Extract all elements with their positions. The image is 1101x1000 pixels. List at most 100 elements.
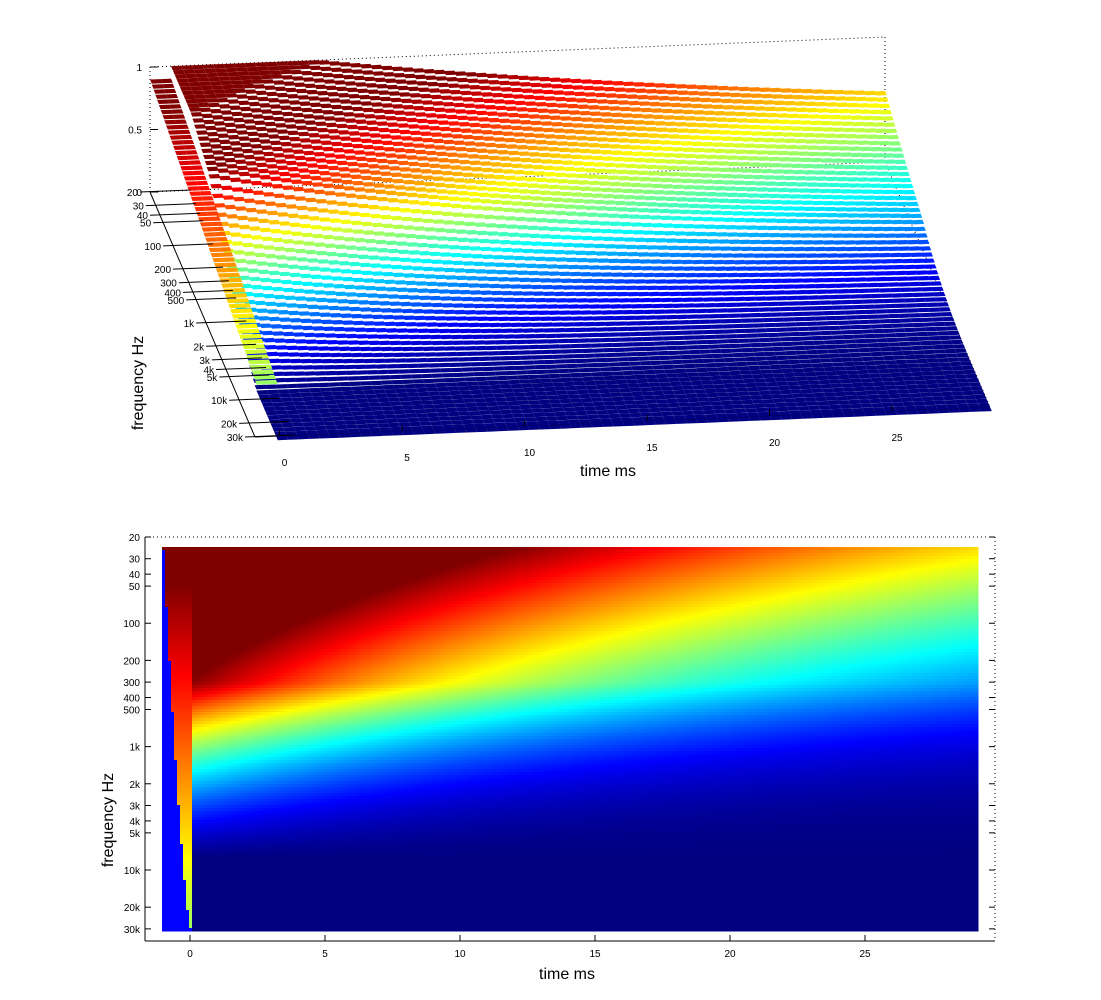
surface-patch [392, 431, 404, 436]
surface-patch [538, 345, 550, 350]
surface-patch [402, 143, 414, 148]
surface-patch [701, 104, 713, 109]
surface-patch [877, 135, 889, 140]
heatmap-cell [714, 553, 718, 557]
surface-patch [622, 396, 634, 401]
surface-patch [616, 94, 628, 99]
heatmap-cell [450, 550, 454, 554]
surface-patch [262, 79, 274, 84]
surface-patch [616, 292, 628, 297]
surface-patch [898, 246, 910, 251]
surface-patch [487, 317, 499, 322]
heatmap-cell [405, 550, 409, 554]
surface-patch [777, 151, 789, 156]
heatmap-cell [327, 553, 331, 557]
surface-patch [561, 316, 573, 321]
surface-patch [916, 303, 928, 308]
surface-patch [420, 169, 432, 174]
surface-patch [359, 132, 371, 137]
surface-patch [276, 436, 288, 441]
surface-patch [376, 84, 388, 89]
surface-patch [471, 205, 483, 210]
surface-patch [667, 128, 679, 133]
surface-patch [720, 285, 732, 290]
surface-patch [919, 282, 931, 287]
heatmap-cell [255, 550, 259, 554]
surface-patch [633, 82, 645, 87]
surface-patch [283, 402, 295, 407]
surface-patch [886, 338, 898, 343]
surface-patch [541, 322, 553, 327]
surface-patch [491, 361, 503, 366]
surface-patch [177, 156, 189, 161]
surface-patch [668, 351, 680, 356]
surface-patch [366, 196, 378, 201]
surface-patch [746, 225, 758, 230]
surface-patch [586, 213, 598, 218]
surface-patch [525, 177, 537, 182]
surface-patch [410, 374, 422, 379]
surface-patch [319, 267, 331, 272]
surface-patch [732, 253, 744, 257]
surface-patch [948, 408, 960, 413]
heatmap-cell [618, 547, 622, 551]
surface-patch [517, 311, 529, 316]
surface-patch [633, 421, 645, 426]
heatmap-cell [687, 547, 691, 551]
surface-patch [555, 173, 567, 178]
surface-patch [941, 392, 953, 397]
surface-patch [753, 253, 765, 258]
surface-patch [600, 150, 612, 155]
surface-patch [912, 259, 924, 264]
surface-patch [654, 420, 666, 425]
surface-patch [720, 375, 732, 380]
surface-patch [592, 316, 604, 321]
heatmap-cell [216, 553, 220, 557]
surface-patch [597, 258, 609, 263]
surface-patch [757, 119, 769, 124]
surface-patch [515, 176, 527, 181]
surface-patch [164, 89, 176, 94]
surface-patch [799, 332, 811, 337]
surface-patch [382, 224, 394, 229]
surface-patch [629, 361, 641, 366]
surface-patch [738, 339, 750, 344]
heatmap-cell [252, 553, 256, 557]
surface-patch [805, 176, 817, 181]
surface-patch [812, 201, 824, 206]
surface-patch [817, 146, 829, 151]
surface-patch [829, 152, 841, 157]
surface-patch [799, 301, 811, 306]
surface-patch [600, 188, 612, 193]
surface-patch [333, 327, 345, 332]
surface-patch [638, 356, 650, 361]
surface-patch [217, 98, 229, 103]
surface-patch [922, 397, 934, 402]
surface-patch [411, 401, 423, 406]
surface-patch [493, 418, 505, 423]
surface-patch [676, 373, 688, 378]
surface-patch [832, 335, 844, 340]
surface-patch [389, 375, 401, 380]
surface-patch [311, 109, 323, 114]
heatmap-cell [696, 547, 700, 551]
surface-patch [853, 387, 865, 392]
surface-patch [290, 359, 302, 364]
surface-patch [574, 251, 586, 256]
surface-patch [227, 299, 239, 304]
surface-patch [510, 384, 522, 389]
heatmap-cell [519, 550, 523, 554]
surface-patch [930, 367, 942, 372]
surface-patch [343, 186, 355, 191]
surface-patch [587, 389, 599, 394]
surface-patch [825, 371, 837, 376]
surface-patch [726, 118, 738, 123]
surface-patch [750, 343, 762, 348]
surface-patch [266, 380, 278, 385]
surface-patch [352, 321, 364, 326]
surface-patch [254, 200, 266, 205]
surface-patch [562, 160, 574, 165]
heatmap-cell [438, 553, 442, 557]
heatmap-cell [591, 550, 595, 554]
surface-patch [642, 152, 654, 157]
